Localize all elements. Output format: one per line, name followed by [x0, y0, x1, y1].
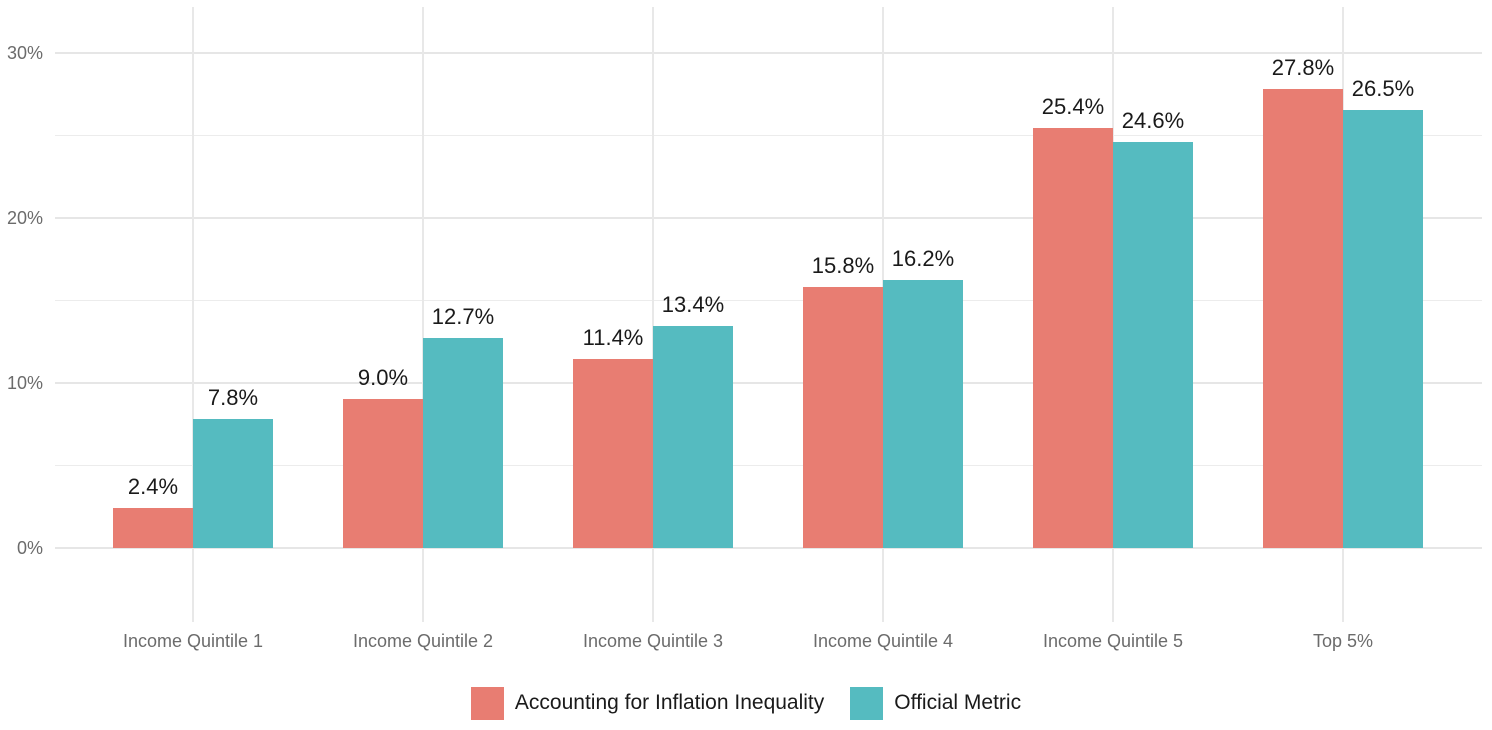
bar-series1-cat6	[1263, 88, 1343, 548]
bar-series1-cat3	[573, 359, 653, 548]
y-axis-label-10pct: 10%	[6, 372, 43, 393]
bar-value-label: 11.4%	[582, 325, 644, 351]
bar-series2-cat3	[653, 326, 733, 548]
plot-panel: 2.4% 7.8% 9.0% 12.7% 11.4% 13.4% 15.8% 16.2% 25.…	[55, 7, 1482, 622]
x-axis-label-2: Income Quintile 2	[352, 631, 494, 651]
legend-label-inflation-inequality: Accounting for Inflation Inequality	[514, 691, 825, 714]
bar-series2-cat6	[1343, 110, 1423, 548]
bar-series2-cat2	[423, 337, 503, 548]
gridline-category-3	[652, 7, 654, 622]
gridline-30pct	[55, 51, 1482, 54]
x-axis-label-6: Top 5%	[1312, 631, 1374, 651]
legend-item-inflation-inequality: Accounting for Inflation Inequality	[470, 686, 825, 720]
bar-series1-cat2	[343, 399, 423, 548]
x-axis-label-1: Income Quintile 1	[122, 631, 264, 651]
bar-value-label: 13.4%	[661, 292, 725, 318]
gridline-20pct	[55, 216, 1482, 219]
y-axis-label-20pct: 20%	[6, 207, 43, 228]
bar-value-label: 25.4%	[1041, 94, 1105, 120]
bar-value-label: 9.0%	[357, 365, 409, 390]
gridline-25pct	[55, 135, 1482, 136]
x-axis-label-4: Income Quintile 4	[812, 631, 954, 651]
legend-item-official-metric: Official Metric	[850, 686, 1022, 720]
gridline-15pct	[55, 300, 1482, 301]
y-axis-label-0pct: 0%	[16, 537, 43, 558]
bar-value-label: 27.8%	[1271, 54, 1335, 80]
bar-series1-cat5	[1033, 128, 1113, 548]
bar-value-label: 16.2%	[891, 246, 955, 272]
bar-series2-cat4	[883, 280, 963, 548]
gridline-5pct	[55, 465, 1482, 466]
gridline-category-2	[422, 7, 424, 622]
bar-value-label: 7.8%	[207, 384, 259, 410]
legend-label-official-metric: Official Metric	[894, 691, 1022, 714]
bar-value-label: 26.5%	[1351, 76, 1415, 102]
legend: Accounting for Inflation Inequality Offi…	[0, 683, 1492, 723]
y-axis-label-30pct: 30%	[6, 42, 43, 63]
x-axis-label-5: Income Quintile 5	[1042, 631, 1184, 651]
bar-value-label: 12.7%	[431, 303, 495, 329]
bar-series2-cat5	[1113, 141, 1193, 548]
legend-swatch-salmon	[470, 686, 504, 720]
bar-series1-cat1	[113, 507, 193, 548]
x-axis-label-3: Income Quintile 3	[582, 631, 724, 651]
bar-value-label: 24.6%	[1121, 107, 1185, 133]
gridline-10pct	[55, 381, 1482, 384]
bar-value-label: 2.4%	[127, 473, 179, 499]
bar-value-label: 15.8%	[811, 252, 875, 278]
legend-swatch-teal	[850, 686, 884, 720]
gridline-0pct	[55, 546, 1482, 549]
bar-series1-cat4	[803, 286, 883, 548]
bar-series2-cat1	[193, 418, 273, 548]
gridline-category-1	[192, 7, 194, 622]
